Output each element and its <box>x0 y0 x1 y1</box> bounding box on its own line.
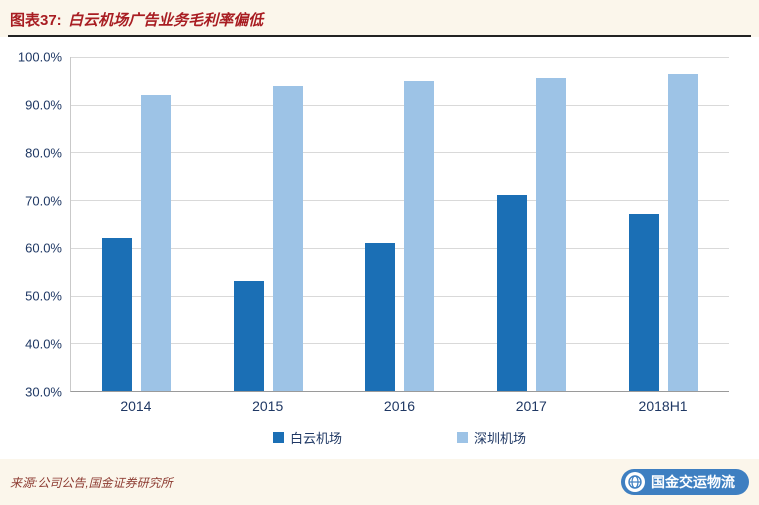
gridline <box>71 343 729 345</box>
brand-watermark: 国金交运物流 <box>621 469 749 495</box>
source-note: 来源:公司公告,国金证券研究所 <box>10 475 173 490</box>
legend-item-白云机场: 白云机场 <box>272 428 342 447</box>
legend-label: 白云机场 <box>289 431 342 446</box>
bar-白云机场-2017 <box>497 195 528 391</box>
bar-深圳机场-2014 <box>141 95 172 391</box>
plot-row: 100.0% 90.0% 80.0% 70.0% 60.0% 50.0% 40.0% 30.0… <box>8 50 729 400</box>
x-axis: 2014 2015 2016 2017 2018H1 <box>70 392 729 420</box>
figure-number-label: 图表37: <box>10 12 62 29</box>
legend-swatch-icon <box>272 432 284 443</box>
bar-深圳机场-2016 <box>404 80 435 391</box>
bar-group-2016 <box>365 57 435 391</box>
gridline <box>71 295 729 297</box>
legend-item-深圳机场: 深圳机场 <box>457 428 526 447</box>
y-axis-tick-label: 90.0% <box>25 97 62 113</box>
x-axis-tick-label: 2015 <box>252 398 284 414</box>
watermark-label: 国金交运物流 <box>651 474 735 490</box>
gridline <box>71 57 729 58</box>
gridline <box>71 200 729 202</box>
bar-group-2014 <box>102 57 172 391</box>
legend-swatch-icon <box>457 432 468 443</box>
y-axis-tick-label: 30.0% <box>25 384 62 400</box>
y-axis-tick-label: 70.0% <box>25 193 62 209</box>
y-axis: 100.0% 90.0% 80.0% 70.0% 60.0% 50.0% 40.0% 30.0… <box>8 50 70 400</box>
gridline <box>71 152 729 154</box>
bar-白云机场-2016 <box>365 243 396 391</box>
bar-白云机场-2018H1 <box>628 214 659 391</box>
plot-area <box>70 57 729 392</box>
bar-group-2018H1 <box>628 57 698 391</box>
x-axis-tick-label: 2018H1 <box>638 398 688 414</box>
bar-group-2015 <box>233 57 303 391</box>
bar-深圳机场-2018H1 <box>667 73 698 391</box>
y-axis-tick-label: 100.0% <box>17 49 62 65</box>
bar-白云机场-2015 <box>233 281 264 391</box>
bar-chart: 100.0% 90.0% 80.0% 70.0% 60.0% 50.0% 40.0% 30.0… <box>0 37 759 459</box>
y-axis-tick-label: 50.0% <box>25 288 62 304</box>
header-divider <box>8 35 751 37</box>
bar-group-2017 <box>497 57 567 391</box>
legend-label: 深圳机场 <box>474 431 527 446</box>
bar-groups <box>71 57 729 391</box>
gridline <box>71 104 729 106</box>
chart-legend: 白云机场 深圳机场 <box>8 420 729 455</box>
x-axis-tick-label: 2016 <box>383 398 416 414</box>
globe-icon <box>625 472 645 492</box>
x-axis-tick-label: 2014 <box>120 398 152 414</box>
figure-header: 图表37: 白云机场广告业务毛利率偏低 <box>0 0 759 35</box>
gridline <box>71 247 729 249</box>
bar-白云机场-2014 <box>102 238 133 391</box>
y-axis-tick-label: 40.0% <box>25 336 62 352</box>
bar-深圳机场-2015 <box>272 85 303 391</box>
bar-深圳机场-2017 <box>536 78 567 391</box>
y-axis-tick-label: 60.0% <box>25 240 62 256</box>
figure-footer: 来源:公司公告,国金证券研究所 国金交运物流 <box>0 459 759 505</box>
figure-title: 白云机场广告业务毛利率偏低 <box>68 12 264 29</box>
x-axis-tick-label: 2017 <box>515 398 547 414</box>
y-axis-tick-label: 80.0% <box>25 145 62 161</box>
